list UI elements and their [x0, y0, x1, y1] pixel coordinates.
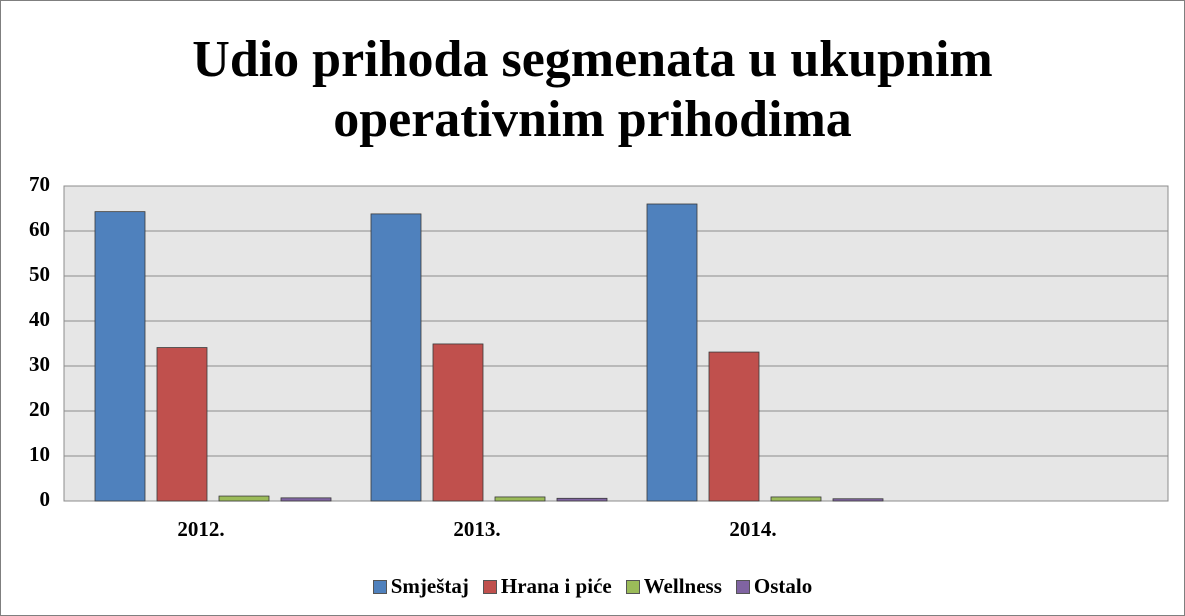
bar [708, 351, 760, 502]
legend-item: Ostalo [735, 574, 813, 599]
bar [280, 497, 332, 502]
legend-item: Wellness [625, 574, 722, 599]
chart-title: Udio prihoda segmenata u ukupnim operati… [192, 31, 993, 148]
bar [646, 203, 698, 502]
x-tick-label: 2012. [177, 517, 224, 541]
bar [770, 496, 822, 502]
y-tick-label: 70 [29, 172, 50, 196]
y-tick-label: 60 [29, 217, 50, 241]
legend-label: Hrana i piće [500, 574, 612, 598]
legend-label: Wellness [643, 574, 722, 598]
legend-swatch [482, 579, 497, 594]
y-tick-label: 0 [40, 487, 51, 511]
bar [432, 343, 484, 502]
bar [370, 213, 422, 502]
bar [156, 347, 208, 502]
legend-item: Smještaj [372, 574, 469, 599]
bar [832, 498, 884, 502]
y-tick-label: 30 [29, 352, 50, 376]
y-tick-label: 40 [29, 307, 50, 331]
legend-label: Smještaj [390, 574, 469, 598]
y-tick-label: 10 [29, 442, 50, 466]
bar [556, 497, 608, 502]
legend-swatch [625, 579, 640, 594]
y-tick-label: 50 [29, 262, 50, 286]
legend-swatch [372, 579, 387, 594]
bar [494, 496, 546, 502]
bar [218, 495, 270, 502]
y-tick-label: 20 [29, 397, 50, 421]
plot-area [63, 185, 1169, 502]
legend: Smještaj Hrana i piće Wellness Ostalo [0, 574, 1185, 599]
legend-label: Ostalo [753, 574, 813, 598]
legend-item: Hrana i piće [482, 574, 612, 599]
legend-swatch [735, 579, 750, 594]
x-tick-label: 2013. [453, 517, 500, 541]
bar [94, 211, 146, 502]
x-tick-label: 2014. [729, 517, 776, 541]
